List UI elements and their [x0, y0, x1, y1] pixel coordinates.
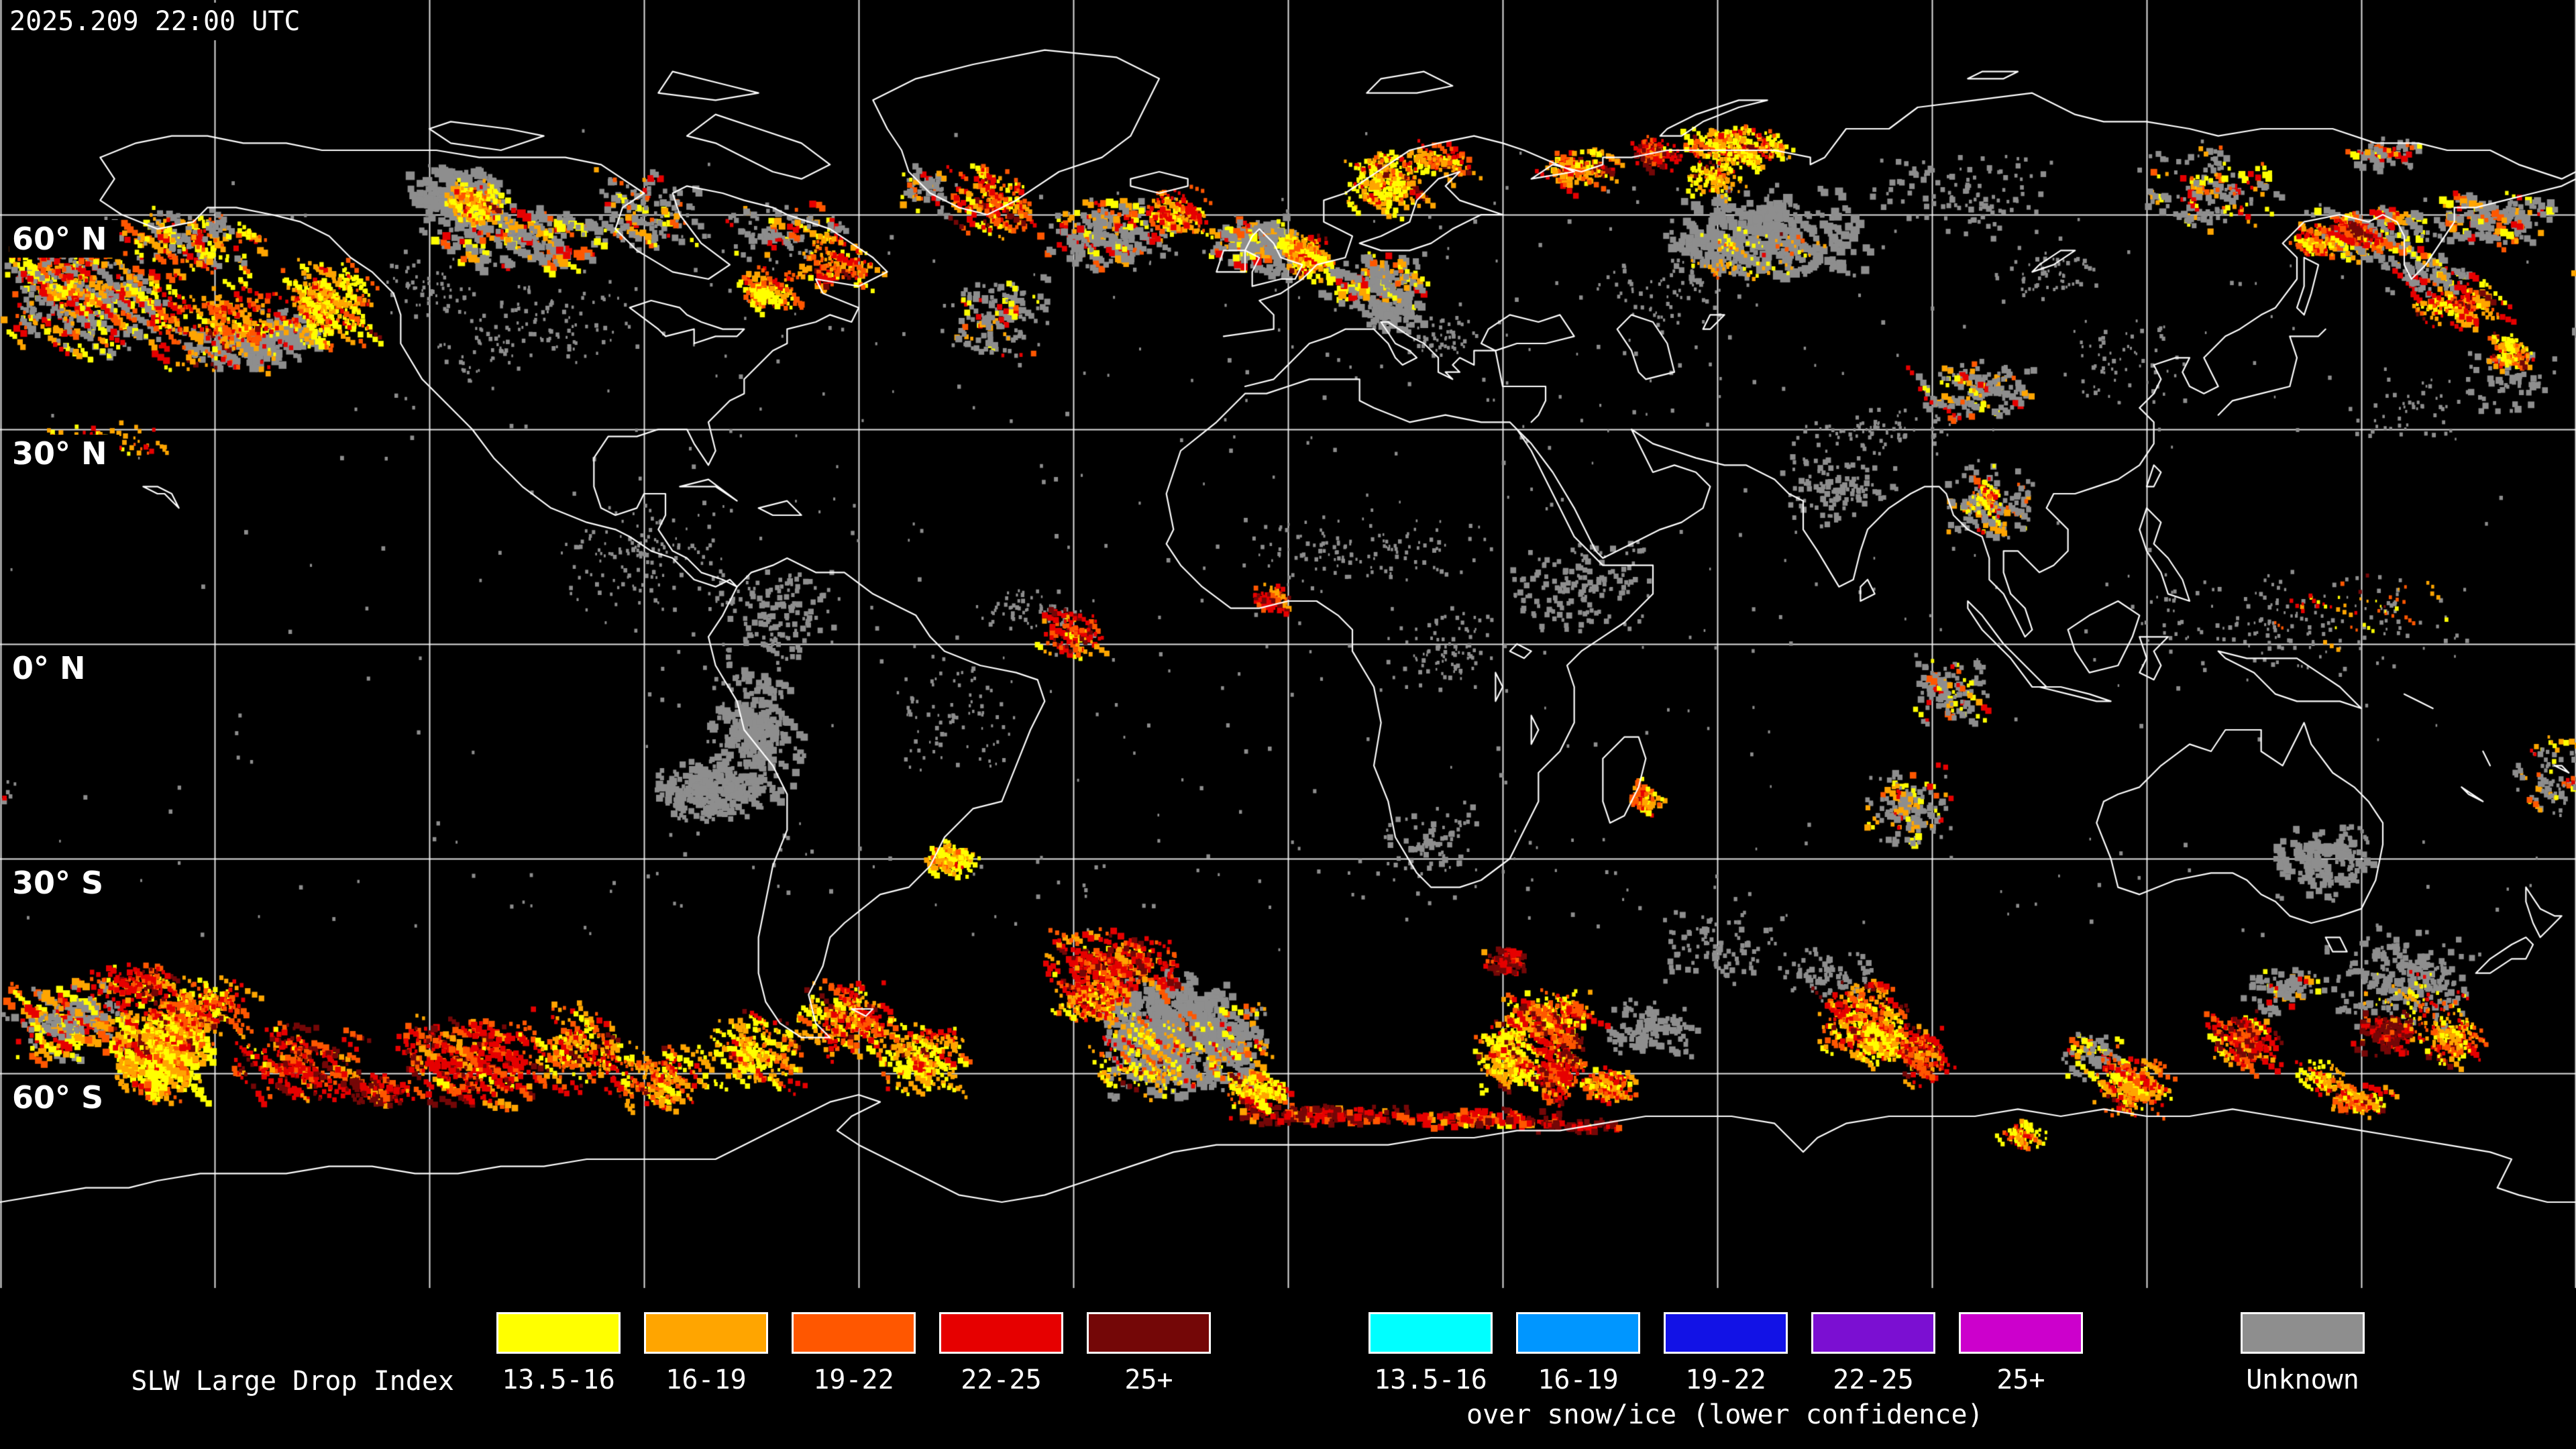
- legend-ice-bin: 25+: [1959, 1312, 2083, 1395]
- legend-ice-bin-swatch: [1368, 1312, 1493, 1354]
- legend-ice-bin-label: 25+: [1996, 1364, 2045, 1395]
- legend-liquid-bin-label: 13.5-16: [502, 1364, 615, 1395]
- legend-title: SLW Large Drop Index: [131, 1366, 454, 1397]
- legend-liquid-bin: 16-19: [644, 1312, 768, 1395]
- legend-liquid-bin-label: 16-19: [665, 1364, 747, 1395]
- legend-liquid-bin-label: 22-25: [961, 1364, 1042, 1395]
- legend-liquid-bin: 13.5-16: [496, 1312, 621, 1395]
- legend-ice-bin-label: 13.5-16: [1374, 1364, 1487, 1395]
- legend-unknown-swatch: [2241, 1312, 2365, 1354]
- legend-unknown-label: Unknown: [2246, 1364, 2359, 1395]
- legend-liquid-bin-swatch: [1087, 1312, 1211, 1354]
- legend-ice-bin-swatch: [1811, 1312, 1935, 1354]
- legend-ice-bin-swatch: [1959, 1312, 2083, 1354]
- legend-ice-bin: 16-19: [1516, 1312, 1640, 1395]
- legend-liquid-bin-label: 25+: [1124, 1364, 1173, 1395]
- legend-ice-bin-label: 22-25: [1833, 1364, 1914, 1395]
- latitude-label: 30° N: [9, 435, 119, 472]
- legend-liquid-bin: 25+: [1087, 1312, 1211, 1395]
- legend-ice-bin: 13.5-16: [1368, 1312, 1493, 1395]
- latitude-label: 60° N: [9, 220, 119, 258]
- legend-liquid-bin: 19-22: [792, 1312, 916, 1395]
- legend-liquid-bins: 13.5-16 16-19 19-22 22-25 25+: [496, 1312, 1211, 1395]
- legend-liquid-bin-swatch: [644, 1312, 768, 1354]
- latitude-label: 0° N: [9, 649, 98, 687]
- legend-ice-bins: 13.5-16 16-19 19-22 22-25 25+: [1368, 1312, 2083, 1395]
- legend-liquid-bin: 22-25: [939, 1312, 1063, 1395]
- latitude-label: 30° S: [9, 864, 116, 902]
- latitude-label: 60° S: [9, 1079, 116, 1116]
- legend-ice-bin-swatch: [1516, 1312, 1640, 1354]
- legend-ice-bin-label: 19-22: [1685, 1364, 1766, 1395]
- legend-ice-caption: over snow/ice (lower confidence): [1466, 1399, 1984, 1430]
- legend-liquid-bin-label: 19-22: [813, 1364, 894, 1395]
- legend-ice-bin: 19-22: [1664, 1312, 1788, 1395]
- legend-liquid-bin-swatch: [496, 1312, 621, 1354]
- timestamp-label: 2025.209 22:00 UTC: [7, 3, 310, 40]
- legend-ice-bin: 22-25: [1811, 1312, 1935, 1395]
- legend-ice-bin-label: 16-19: [1538, 1364, 1619, 1395]
- legend-ice-bin-swatch: [1664, 1312, 1788, 1354]
- legend-unknown-bin: Unknown: [2241, 1312, 2365, 1395]
- legend-liquid-bin-swatch: [792, 1312, 916, 1354]
- legend-liquid-bin-swatch: [939, 1312, 1063, 1354]
